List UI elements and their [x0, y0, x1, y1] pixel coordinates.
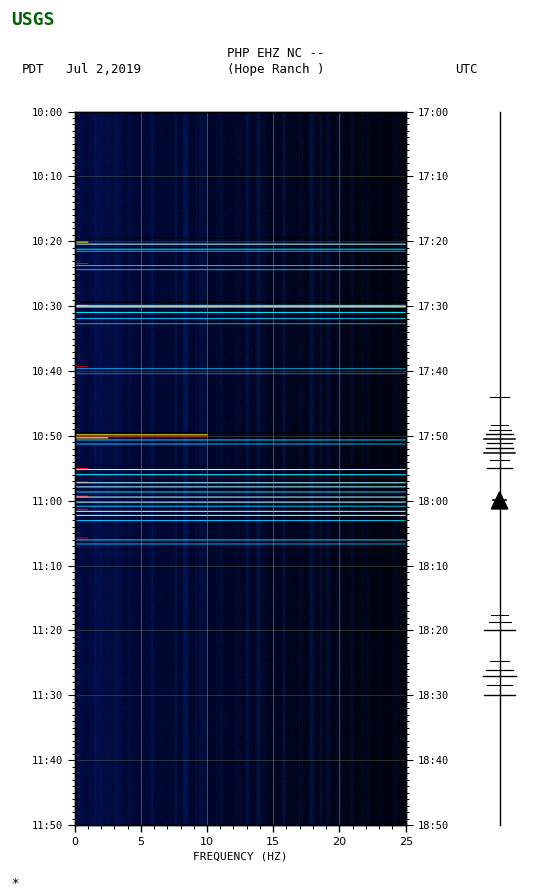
Text: PDT: PDT [22, 63, 45, 76]
Text: UTC: UTC [455, 63, 478, 76]
Text: PHP EHZ NC --: PHP EHZ NC -- [227, 47, 325, 60]
Text: (Hope Ranch ): (Hope Ranch ) [227, 63, 325, 76]
X-axis label: FREQUENCY (HZ): FREQUENCY (HZ) [193, 851, 288, 861]
Text: USGS: USGS [11, 11, 55, 29]
Text: Jul 2,2019: Jul 2,2019 [66, 63, 141, 76]
Polygon shape [491, 491, 508, 509]
Text: *: * [11, 877, 19, 889]
